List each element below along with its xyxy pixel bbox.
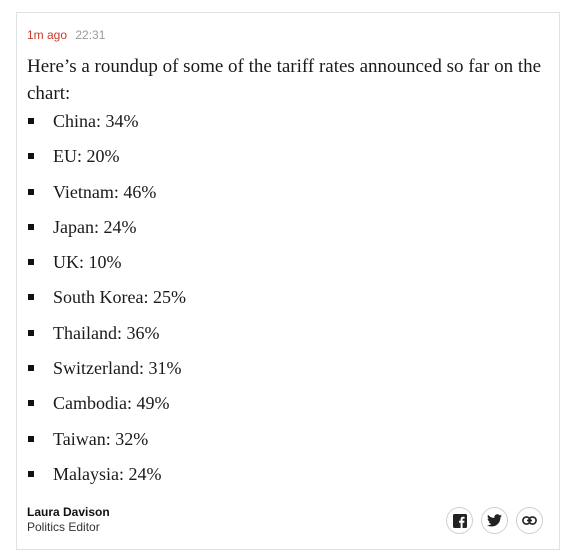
list-item-text: Vietnam: 46%: [53, 181, 157, 202]
bullet-icon: [28, 294, 34, 301]
facebook-icon: [452, 513, 467, 528]
link-icon: [522, 516, 537, 525]
bullet-icon: [28, 153, 34, 160]
tariff-list: China: 34% EU: 20% Vietnam: 46% Japan: 2…: [27, 109, 186, 497]
post-time: 22:31: [75, 28, 106, 42]
live-blog-post: 1m ago 22:31 Here’s a roundup of some of…: [16, 12, 560, 550]
bullet-icon: [28, 329, 34, 336]
copy-link-button[interactable]: [516, 507, 543, 534]
bullet-icon: [28, 188, 34, 195]
author-name[interactable]: Laura Davison: [27, 505, 110, 519]
share-buttons: [446, 507, 543, 534]
list-item-text: China: 34%: [53, 111, 139, 131]
author-block: Laura Davison Politics Editor: [27, 505, 110, 535]
list-item: Switzerland: 31%: [27, 356, 186, 391]
list-item: Thailand: 36%: [27, 321, 186, 356]
list-item: Taiwan: 32%: [27, 427, 186, 462]
list-item-text: Switzerland: 31%: [53, 358, 182, 379]
post-intro: Here’s a roundup of some of the tariff r…: [27, 56, 542, 104]
bullet-icon: [28, 118, 34, 124]
list-item: Japan: 24%: [27, 215, 186, 250]
bullet-icon: [28, 365, 34, 372]
bullet-icon: [28, 435, 34, 442]
bullet-icon: [28, 223, 34, 230]
list-item-text: EU: 20%: [53, 146, 120, 167]
bullet-icon: [28, 259, 34, 266]
share-twitter-button[interactable]: [481, 507, 508, 534]
share-facebook-button[interactable]: [446, 507, 473, 534]
list-item: UK: 10%: [27, 250, 186, 285]
list-item-text: Taiwan: 32%: [53, 428, 149, 449]
list-item: Vietnam: 46%: [27, 180, 186, 215]
post-meta: 1m ago 22:31: [27, 28, 105, 42]
list-item: Malaysia: 24%: [27, 462, 186, 497]
list-item: EU: 20%: [27, 144, 186, 179]
list-item-text: Thailand: 36%: [53, 322, 160, 343]
list-item-text: UK: 10%: [53, 252, 122, 273]
list-item-text: Malaysia: 24%: [53, 463, 162, 484]
list-item: China: 34%: [27, 109, 186, 144]
bullet-icon: [28, 400, 34, 407]
twitter-icon: [487, 514, 502, 527]
list-item: South Korea: 25%: [27, 285, 186, 320]
list-item: Cambodia: 49%: [27, 391, 186, 426]
list-item-text: Japan: 24%: [53, 216, 137, 237]
list-item-text: Cambodia: 49%: [53, 393, 170, 414]
post-age: 1m ago: [27, 28, 68, 42]
list-item-text: South Korea: 25%: [53, 287, 186, 308]
author-role: Politics Editor: [27, 520, 100, 534]
bullet-icon: [28, 470, 34, 477]
